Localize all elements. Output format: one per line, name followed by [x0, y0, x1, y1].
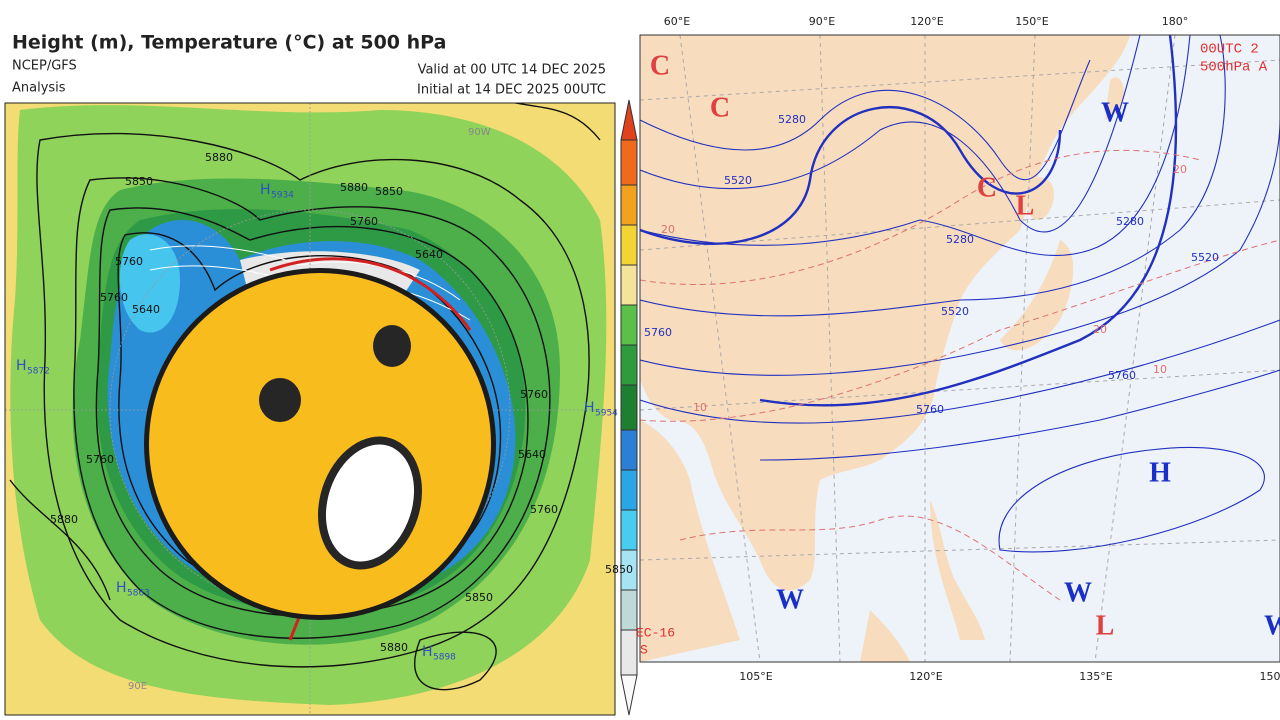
lon-label-bottom: 105°E — [739, 670, 772, 683]
contour-label: 5520 — [941, 305, 969, 318]
contour-label: 5850 — [605, 563, 633, 576]
right-map — [640, 35, 1280, 662]
lon-label-top: 60°E — [664, 15, 690, 28]
contour-label: 5850 — [375, 185, 403, 198]
left-initial: Initial at 14 DEC 2025 00UTC — [417, 83, 606, 98]
contour-label: 5880 — [50, 513, 78, 526]
contour-label: 20 — [1093, 323, 1107, 336]
contour-label: 5760 — [350, 215, 378, 228]
pressure-symbol: L — [1016, 190, 1035, 221]
high-symbol: H — [116, 580, 127, 596]
contour-label: 5280 — [946, 233, 974, 246]
contour-label: 5760 — [916, 403, 944, 416]
lon-label-bottom: 120°E — [909, 670, 942, 683]
pressure-symbol: W — [776, 584, 804, 615]
lon-label-bottom: 135°E — [1079, 670, 1112, 683]
pressure-symbol: H — [1149, 457, 1171, 488]
high-value: 5954 — [595, 409, 618, 419]
left-kind: Analysis — [12, 81, 66, 96]
lon-label-top: 120°E — [910, 15, 943, 28]
pressure-symbol: C — [710, 92, 730, 123]
pressure-symbol: C — [977, 172, 997, 203]
contour-label: 10 — [693, 401, 707, 414]
contour-label: 20 — [661, 223, 675, 236]
contour-label: 5760 — [86, 453, 114, 466]
high-symbol: H — [16, 358, 27, 374]
contour-label: 5760 — [644, 326, 672, 339]
meridian-label: 90E — [128, 681, 147, 692]
pressure-symbol: W — [1264, 610, 1280, 641]
contour-label: 5880 — [340, 181, 368, 194]
contour-label: 5280 — [778, 113, 806, 126]
lon-label-bottom: 150 — [1260, 670, 1280, 683]
pressure-symbol: W — [1101, 97, 1129, 128]
contour-label: 10 — [1153, 363, 1167, 376]
lon-label-top: 90°E — [809, 15, 835, 28]
right-map-frame — [639, 34, 1280, 663]
contour-label: 5760 — [520, 388, 548, 401]
contour-label: 5640 — [518, 448, 546, 461]
contour-label: 5640 — [132, 303, 160, 316]
high-value: 5898 — [433, 653, 456, 663]
pressure-symbol: C — [650, 50, 670, 81]
pressure-symbol: W — [1064, 577, 1092, 608]
lon-label-top: 150°E — [1015, 15, 1048, 28]
contour-label: 5760 — [530, 503, 558, 516]
color-bar — [620, 99, 638, 716]
high-symbol: H — [422, 644, 433, 660]
right-footer: S — [640, 642, 648, 657]
left-map-frame — [4, 102, 616, 716]
contour-label: 5760 — [115, 255, 143, 268]
contour-label: 20 — [1173, 163, 1187, 176]
high-symbol: H — [584, 400, 595, 416]
high-value: 5872 — [27, 367, 50, 377]
right-header: 500hPa A — [1200, 60, 1268, 76]
contour-label: 5760 — [100, 291, 128, 304]
left-title: Height (m), Temperature (°C) at 500 hPa — [12, 32, 446, 54]
left-valid: Valid at 00 UTC 14 DEC 2025 — [418, 63, 606, 78]
meridian-label: 90W — [468, 127, 491, 138]
contour-label: 5880 — [205, 151, 233, 164]
contour-label: 5640 — [415, 248, 443, 261]
contour-label: 5760 — [1108, 369, 1136, 382]
contour-label: 5880 — [380, 641, 408, 654]
high-symbol: H — [260, 182, 271, 198]
lon-label-top: 180° — [1162, 15, 1189, 28]
contour-label: 5850 — [125, 175, 153, 188]
right-header: 00UTC 2 — [1200, 42, 1259, 58]
contour-label: 5850 — [465, 591, 493, 604]
high-value: 5934 — [271, 191, 294, 201]
emoji — [144, 268, 496, 620]
high-value: 5863 — [127, 589, 150, 599]
pressure-symbol: L — [1096, 610, 1115, 641]
contour-label: 5280 — [1116, 215, 1144, 228]
contour-label: 5520 — [1191, 251, 1219, 264]
left-source: NCEP/GFS — [12, 59, 77, 74]
contour-label: 5520 — [724, 174, 752, 187]
right-labels: 60°E 90°E 120°E 150°E 180° 105°E 120°E 135°E 150… — [636, 15, 1280, 683]
right-footer: EC-16 — [636, 625, 675, 640]
